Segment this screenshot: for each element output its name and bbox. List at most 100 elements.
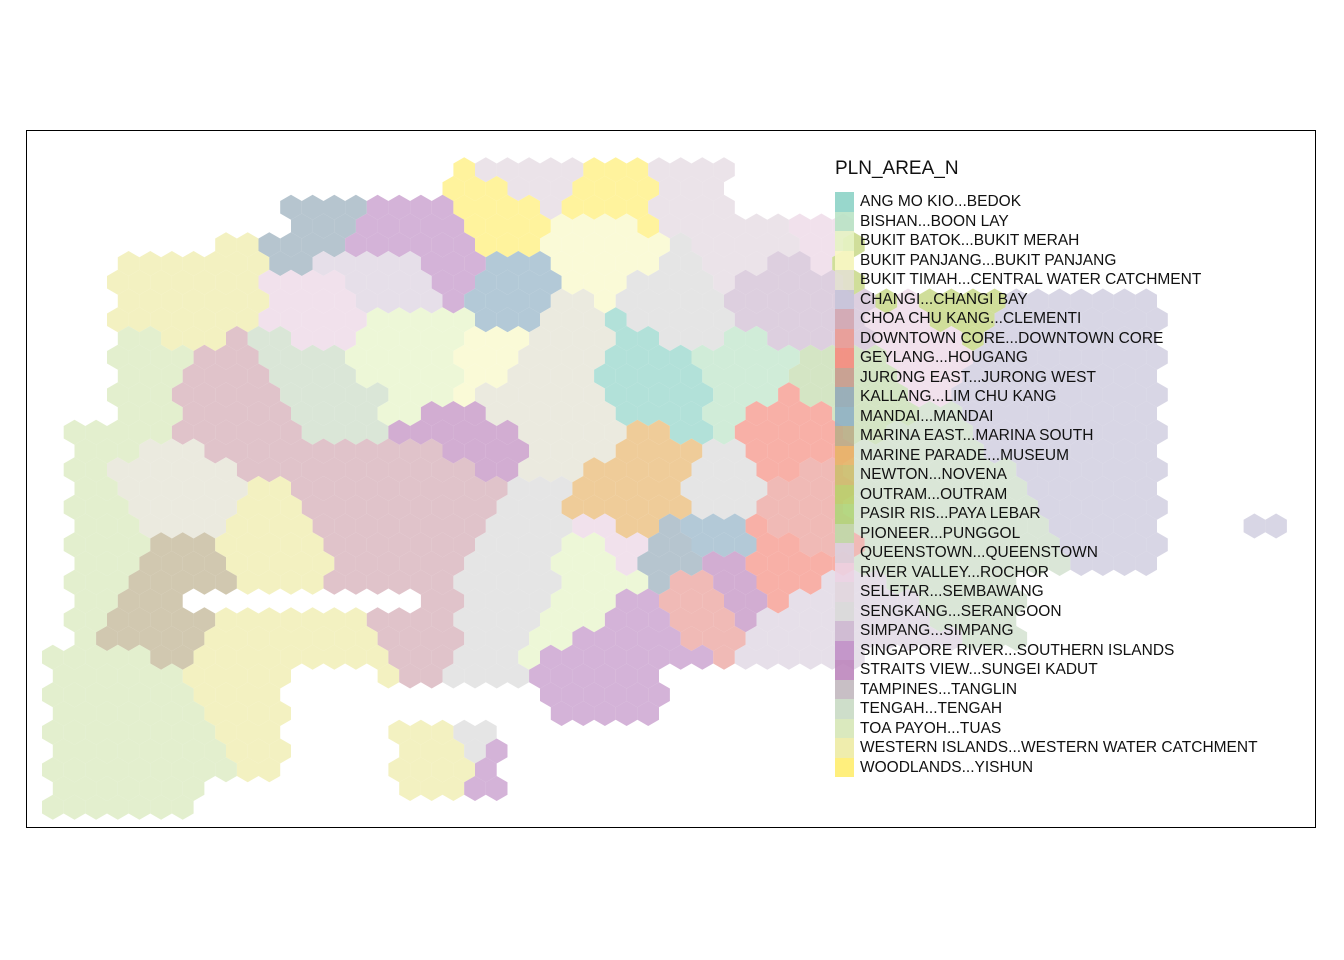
- legend-swatch: [835, 738, 854, 758]
- hex-cell: [594, 363, 616, 389]
- hex-cell: [442, 663, 465, 689]
- hex-cell: [691, 419, 714, 445]
- hex-cell: [63, 794, 86, 820]
- hex-cell: [1102, 344, 1125, 370]
- hex-cell: [485, 738, 508, 764]
- legend-swatch: [835, 523, 854, 543]
- hex-cell: [1037, 419, 1060, 445]
- hex-cell: [604, 157, 627, 183]
- hex-cell: [615, 326, 638, 351]
- hex-cell: [247, 626, 270, 651]
- hex-cell: [962, 588, 984, 614]
- hex-cell: [334, 213, 356, 239]
- hex-cell: [1135, 513, 1157, 539]
- hex-cell: [767, 513, 789, 539]
- hex-cell: [929, 307, 952, 333]
- hex-cell: [1048, 401, 1071, 426]
- hex-cell: [680, 251, 703, 276]
- hex-cell: [410, 307, 432, 333]
- hex-cell: [626, 532, 649, 558]
- hex-cell: [377, 213, 400, 239]
- hex-cell: [150, 757, 172, 783]
- hex-cell: [377, 251, 400, 276]
- hex-cell: [453, 344, 475, 370]
- legend-item: PASIR RIS...PAYA LEBAR: [833, 504, 1293, 524]
- hex-cell: [615, 251, 638, 276]
- hex-cell: [388, 382, 411, 408]
- hex-cell: [918, 588, 941, 614]
- hex-cell: [1005, 438, 1028, 464]
- hex-cell: [399, 513, 421, 539]
- hex-cell: [561, 532, 584, 558]
- hex-cell: [788, 476, 811, 501]
- hex-cell: [464, 551, 486, 576]
- hex-cell: [475, 457, 497, 483]
- hex-cell: [301, 569, 324, 595]
- hex-cell: [388, 194, 411, 220]
- hex-cell: [1102, 457, 1125, 483]
- hex-cell: [204, 251, 226, 276]
- hex-cell: [171, 757, 194, 783]
- hex-cell: [345, 307, 367, 333]
- hex-cell: [161, 738, 183, 764]
- hex-cell: [215, 419, 237, 445]
- hex-cell: [117, 738, 140, 764]
- hex-cell: [388, 644, 411, 670]
- hex-cell: [615, 213, 638, 239]
- hex-cell: [236, 457, 259, 483]
- hex-cell: [583, 607, 605, 633]
- hex-cell: [399, 438, 421, 464]
- hex-cell: [637, 401, 659, 426]
- hex-cell: [431, 607, 454, 633]
- hex-cell: [669, 232, 692, 258]
- hex-cell: [128, 307, 151, 333]
- hex-cell: [724, 438, 746, 464]
- hex-cell: [507, 588, 530, 614]
- hex-cell: [388, 307, 411, 333]
- hex-cell: [193, 344, 216, 370]
- hex-cell: [161, 326, 183, 351]
- hex-cell: [269, 363, 291, 389]
- hex-cell: [215, 719, 237, 745]
- hex-cell: [561, 194, 584, 220]
- hex-cell: [810, 401, 833, 426]
- hex-cell: [280, 532, 302, 558]
- hex-cell: [572, 401, 595, 426]
- hex-cell: [215, 269, 237, 295]
- hex-cell: [204, 701, 226, 726]
- hex-cell: [323, 382, 346, 408]
- hex-cell: [734, 607, 757, 633]
- hex-cell: [908, 457, 930, 483]
- hex-cell: [63, 607, 86, 633]
- hex-cell: [150, 457, 172, 483]
- hex-cell: [269, 438, 291, 464]
- hex-cell: [301, 344, 324, 370]
- legend-label: QUEENSTOWN...QUEENSTOWN: [860, 544, 1098, 561]
- hex-cell: [1070, 363, 1093, 389]
- hex-cell: [107, 382, 129, 408]
- hex-cell: [983, 626, 1006, 651]
- hex-cell: [908, 419, 930, 445]
- hex-cell: [1135, 288, 1157, 314]
- hex-cell: [983, 363, 1006, 389]
- hex-cell: [366, 644, 389, 670]
- hex-cell: [550, 213, 573, 239]
- hex-cell: [182, 626, 205, 651]
- hex-cell: [594, 513, 616, 539]
- hex-cell: [886, 532, 908, 558]
- hex-cell: [669, 607, 692, 633]
- hex-cell: [247, 401, 270, 426]
- hex-cell: [377, 326, 400, 351]
- hex-cell: [63, 569, 86, 595]
- hex-cell: [128, 494, 151, 520]
- hex-cell: [745, 438, 768, 464]
- hex-cell: [182, 288, 205, 314]
- hex-cell: [128, 794, 151, 820]
- hex-cell: [788, 288, 811, 314]
- hex-cell: [713, 419, 735, 445]
- hex-cell: [929, 344, 952, 370]
- hex-cell: [583, 532, 605, 558]
- hex-cell: [334, 626, 356, 651]
- hex-cell: [128, 532, 151, 558]
- hex-cell: [626, 494, 649, 520]
